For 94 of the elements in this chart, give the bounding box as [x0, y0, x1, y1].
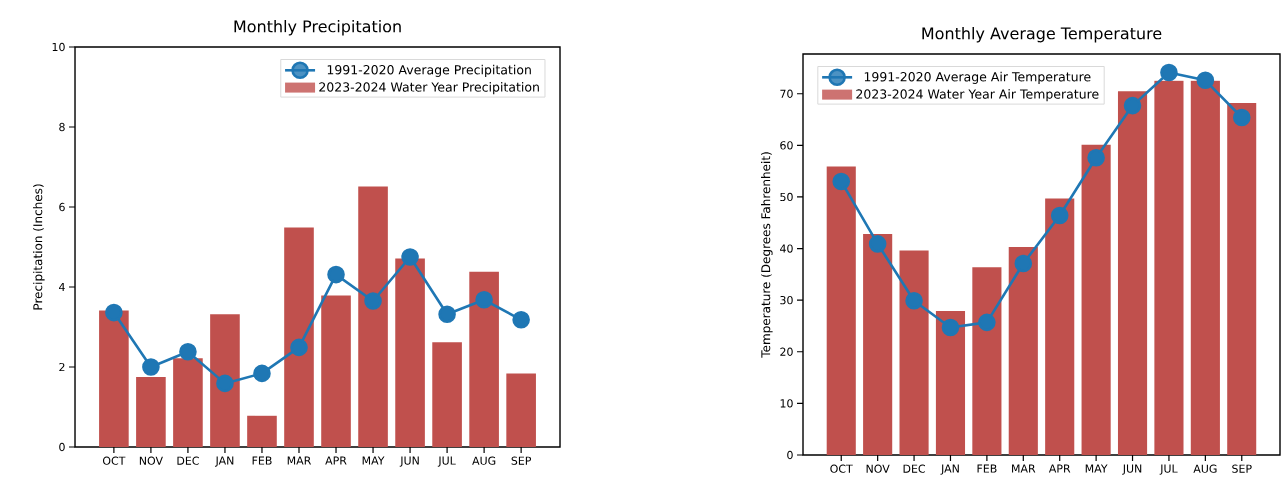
bar: [972, 267, 1002, 455]
point: [1050, 206, 1069, 225]
point: [832, 172, 851, 191]
x-tick-label: MAR: [1012, 464, 1036, 473]
y-axis-title: Temperature (Degrees Fahrenheit): [761, 152, 773, 358]
x-tick-label: DEC: [177, 456, 199, 465]
y-tick-label: 50: [780, 192, 793, 202]
x-tick-label: JAN: [214, 456, 234, 467]
point: [290, 338, 308, 357]
legend-label: 2023-2024 Water Year Precipitation: [319, 82, 539, 95]
x-tick-label: AUG: [1193, 464, 1217, 473]
x-tick-label: JUL: [1159, 464, 1178, 475]
x-tick-label: APR: [1048, 464, 1071, 473]
legend-label: 2023-2024 Water Year Air Temperature: [856, 89, 1099, 102]
x-tick-label: JAN: [940, 464, 959, 475]
y-tick-label: 6: [59, 202, 65, 212]
point: [142, 358, 160, 376]
point: [216, 374, 234, 393]
bar: [358, 186, 388, 447]
point: [941, 318, 960, 337]
bar: [1117, 91, 1148, 455]
x-tick-label: AUG: [472, 456, 496, 465]
y-tick-label: 2: [59, 362, 65, 372]
bar: [321, 295, 351, 447]
x-tick-label: FEB: [252, 456, 272, 465]
point: [1014, 254, 1033, 273]
y-tick-label: 10: [52, 42, 65, 52]
x-tick-label: NOV: [866, 464, 890, 473]
bar: [826, 166, 856, 455]
y-tick-label: 40: [780, 244, 793, 253]
y-tick-label: 70: [780, 89, 793, 98]
y-tick-label: 8: [59, 122, 65, 132]
bar: [1154, 80, 1184, 455]
y-tick-label: 20: [780, 347, 793, 356]
point: [327, 265, 345, 284]
y-tick-label: 4: [59, 282, 65, 291]
legend-label: 1991-2020 Average Precipitation: [327, 64, 531, 77]
x-tick-label: DEC: [903, 464, 926, 473]
point: [1196, 71, 1215, 90]
bar: [506, 373, 536, 447]
x-tick-label: MAY: [1085, 464, 1108, 473]
bar: [1008, 247, 1038, 455]
point: [179, 342, 197, 361]
x-tick-label: MAR: [287, 456, 312, 465]
point: [905, 291, 923, 310]
point: [438, 305, 456, 323]
x-tick-label: APR: [325, 456, 347, 465]
bar: [935, 311, 966, 455]
x-tick-label: SEP: [511, 456, 532, 465]
y-tick-label: 30: [780, 296, 793, 305]
point: [253, 364, 271, 383]
bar: [99, 310, 129, 447]
point: [1123, 96, 1142, 115]
y-axis-title: Precipitation (Inches): [33, 184, 45, 310]
legend-label: 1991-2020 Average Air Temperature: [864, 71, 1091, 84]
point: [401, 248, 419, 266]
point: [364, 292, 382, 310]
point: [475, 290, 493, 309]
bar: [1190, 80, 1220, 455]
bar: [173, 358, 203, 447]
point: [105, 303, 123, 322]
x-tick-label: OCT: [830, 464, 853, 473]
bar: [899, 250, 929, 455]
bar: [863, 234, 893, 455]
point: [1087, 148, 1105, 167]
bar: [432, 342, 462, 447]
bar: [284, 227, 314, 447]
bar: [247, 415, 277, 447]
y-tick-label: 10: [780, 399, 793, 408]
bar: [395, 258, 425, 447]
bar: [1227, 103, 1257, 455]
x-tick-label: JUL: [437, 456, 456, 467]
x-tick-label: MAY: [362, 456, 385, 465]
bar: [469, 271, 499, 447]
x-tick-label: FEB: [977, 464, 997, 473]
y-tick-label: 0: [59, 442, 65, 452]
x-tick-label: OCT: [102, 456, 126, 465]
point: [868, 235, 887, 253]
bar: [210, 314, 240, 447]
x-tick-label: JUN: [399, 456, 419, 467]
y-tick-label: 0: [787, 450, 793, 460]
point: [1232, 108, 1251, 127]
bar: [1045, 198, 1075, 455]
point: [978, 313, 996, 332]
chart-title: Monthly Average Temperature: [922, 26, 1162, 43]
x-tick-label: JUN: [1122, 464, 1142, 475]
point: [1160, 63, 1178, 82]
x-tick-label: NOV: [139, 456, 163, 465]
y-tick-label: 60: [780, 141, 793, 150]
x-tick-label: SEP: [1232, 464, 1252, 473]
point: [512, 310, 530, 329]
bar: [1081, 144, 1111, 455]
bar: [136, 376, 166, 447]
chart-title: Monthly Precipitation: [234, 19, 401, 36]
